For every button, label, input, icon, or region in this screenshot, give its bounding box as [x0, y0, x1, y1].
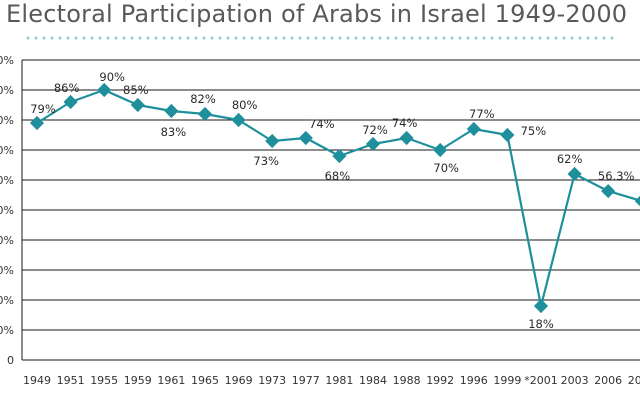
y-tick-label: 0 [7, 354, 14, 367]
x-tick-label: 1951 [57, 374, 85, 387]
data-point [433, 142, 448, 158]
x-tick-label: 1999 [493, 374, 521, 387]
x-tick-label: 1965 [191, 374, 219, 387]
series-line [36, 88, 640, 308]
data-label: 70% [433, 161, 459, 175]
data-point [130, 97, 145, 113]
data-label: 68% [325, 169, 351, 183]
y-tick-label: 30% [0, 264, 14, 277]
data-label: 74% [392, 116, 418, 130]
data-label: 18% [528, 317, 554, 331]
data-point [197, 106, 213, 122]
data-label: 80% [232, 98, 258, 112]
x-tick-label: 1977 [292, 374, 320, 387]
x-tick-label: 1973 [258, 374, 286, 387]
chart-title: Electoral Participation of Arabs in Isra… [6, 0, 628, 28]
y-tick-label: 100% [0, 54, 14, 67]
data-label: 74% [309, 117, 335, 131]
data-label: 72% [362, 123, 388, 137]
data-label: 73% [253, 154, 279, 168]
y-tick-label: 70% [0, 144, 14, 157]
data-point [332, 148, 347, 164]
x-tick-label: 1996 [460, 374, 488, 387]
data-label: 75% [521, 124, 547, 138]
data-point [567, 166, 582, 182]
data-point [29, 115, 45, 131]
x-tick-label: 1984 [359, 374, 387, 387]
data-label: 85% [123, 83, 149, 97]
y-tick-label: 50% [0, 204, 14, 217]
x-tick-label: 1992 [426, 374, 454, 387]
x-tick-label: 1961 [157, 374, 185, 387]
x-tick-label: 1959 [124, 374, 152, 387]
data-point [533, 298, 549, 314]
x-tick-label: 2006 [594, 374, 622, 387]
data-point [298, 130, 313, 146]
data-label: 79% [30, 102, 56, 116]
data-label: 82% [190, 92, 216, 106]
data-point [265, 133, 280, 149]
data-point [634, 193, 640, 209]
x-tick-label: 1981 [325, 374, 353, 387]
data-point [399, 130, 414, 146]
data-point [466, 121, 481, 137]
x-tick-label: 1988 [393, 374, 421, 387]
x-tick-label: 2003 [561, 374, 589, 387]
y-tick-label: 40% [0, 234, 14, 247]
y-tick-label: 60% [0, 174, 14, 187]
y-tick-label: 10% [0, 324, 14, 337]
data-point [164, 103, 179, 119]
data-label: 86% [54, 81, 80, 95]
data-point [231, 112, 246, 128]
x-tick-label: 1969 [225, 374, 253, 387]
x-tick-label: 1949 [23, 374, 51, 387]
data-point [97, 82, 112, 98]
y-tick-label: 80% [0, 114, 14, 127]
data-label: 83% [161, 125, 187, 139]
data-point [500, 127, 515, 143]
data-point [601, 184, 616, 199]
y-tick-label: 20% [0, 294, 14, 307]
y-tick-label: 90% [0, 84, 14, 97]
data-label: 77% [469, 107, 495, 121]
x-tick-label: *2001 [524, 374, 558, 387]
title-dotted-rule [24, 36, 616, 40]
data-point [63, 94, 78, 110]
x-tick-label: 1955 [90, 374, 118, 387]
data-point [365, 136, 381, 152]
data-label: 62% [557, 152, 583, 166]
data-label: 90% [99, 70, 125, 84]
data-label: 56.3% [598, 169, 635, 183]
x-tick-label: 2009 [628, 374, 640, 387]
